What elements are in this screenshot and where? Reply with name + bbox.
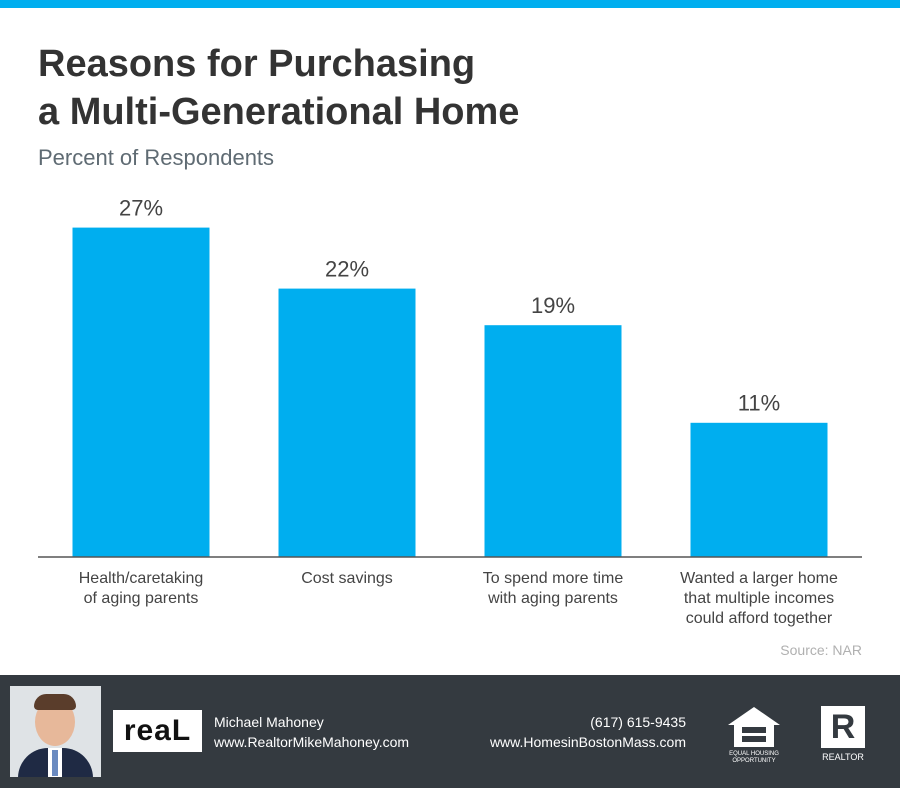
bar xyxy=(72,227,210,557)
agent-phone: (617) 615-9435 xyxy=(590,714,686,730)
x-tick-label: To spend more time with aging parents xyxy=(482,570,624,607)
bar xyxy=(278,288,416,557)
agent-website[interactable]: www.RealtorMikeMahoney.com xyxy=(214,734,410,750)
value-label: 11% xyxy=(738,391,780,416)
title-line: a Multi-Generational Home xyxy=(38,91,520,133)
logo-text: reaL xyxy=(123,714,192,747)
agent-website-2[interactable]: www.HomesinBostonMass.com xyxy=(489,734,686,750)
value-label: 22% xyxy=(325,256,369,281)
x-tick-label: Cost savings xyxy=(301,570,393,587)
realtor-icon: R xyxy=(821,706,865,748)
agent-photo xyxy=(10,686,101,777)
title-line: Reasons for Purchasing xyxy=(38,43,476,85)
brokerage-logo: reaL xyxy=(113,710,202,752)
equal-housing-icon xyxy=(728,707,780,747)
value-label: 19% xyxy=(531,293,575,318)
value-label: 27% xyxy=(119,195,163,220)
chart-title: Reasons for Purchasing a Multi-Generatio… xyxy=(38,40,838,136)
bar xyxy=(484,325,622,557)
agent-name: Michael Mahoney xyxy=(214,714,324,730)
realtor-text: REALTOR xyxy=(822,752,864,762)
bar xyxy=(690,422,828,557)
chart-subtitle: Percent of Respondents xyxy=(38,145,275,170)
x-tick-label: Wanted a larger home that multiple incom… xyxy=(680,570,838,627)
x-tick-label: Health/caretaking of aging parents xyxy=(78,570,204,607)
equal-housing-text: EQUAL HOUSING OPPORTUNITY xyxy=(729,751,779,764)
source: Source: NAR xyxy=(780,642,862,658)
top-bar xyxy=(0,0,900,8)
footer: reaL Michael Mahoney www.RealtorMikeMaho… xyxy=(0,675,900,788)
